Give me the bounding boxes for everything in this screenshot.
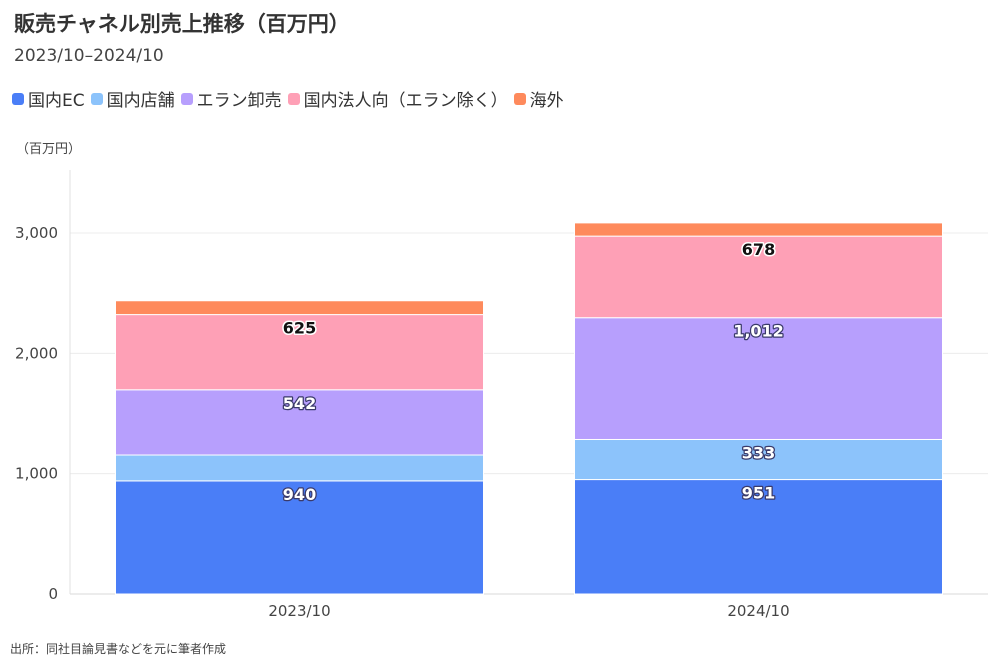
legend-label: 国内法人向（エラン除く） <box>303 91 508 111</box>
legend-swatch <box>180 92 193 105</box>
legend-swatch <box>513 92 526 105</box>
legend-item-domestic-ec: 国内EC <box>12 86 85 111</box>
data-label: 951 <box>742 484 775 503</box>
bar-segment <box>115 454 484 482</box>
y-tick-label: 1,000 <box>15 465 58 483</box>
legend-swatch <box>90 92 103 105</box>
bar-segment <box>115 480 484 595</box>
bar-segment <box>574 317 943 440</box>
legend-item-elan-wholesale: エラン卸売 <box>180 86 282 111</box>
legend-label: 国内店舗 <box>106 91 175 111</box>
legend-item-domestic-corporate: 国内法人向（エラン除く） <box>287 86 508 111</box>
legend-label: 海外 <box>529 91 564 111</box>
bar-segment <box>574 222 943 237</box>
data-label: 542 <box>283 394 316 413</box>
bar-segment <box>115 314 484 391</box>
chart-subtitle: 2023/10–2024/10 <box>14 46 164 66</box>
x-tick-label: 2024/10 <box>727 602 789 620</box>
data-label: 625 <box>283 319 316 338</box>
legend-label: エラン卸売 <box>196 91 282 111</box>
data-label: 678 <box>742 240 775 259</box>
bar-segment <box>115 300 484 316</box>
legend-label: 国内EC <box>28 91 85 111</box>
bar-segment <box>115 389 484 456</box>
chart-title: 販売チャネル別売上推移（百万円） <box>14 12 350 36</box>
data-label: 940 <box>283 485 316 504</box>
data-label: 1,012 <box>733 322 784 341</box>
legend: 国内EC 国内店舗 エラン卸売 国内法人向（エラン除く） 海外 <box>12 86 570 111</box>
data-label: 333 <box>742 443 775 462</box>
y-tick-label: 0 <box>48 585 58 603</box>
legend-item-overseas: 海外 <box>513 86 564 111</box>
source-note: 出所：同社目論見書などを元に筆者作成 <box>10 642 227 656</box>
y-axis-unit-label: （百万円） <box>16 142 82 157</box>
legend-swatch <box>12 92 24 105</box>
bar-segment <box>574 438 943 481</box>
x-tick-label: 2023/10 <box>268 602 330 620</box>
bar-segment <box>574 235 943 319</box>
legend-item-domestic-store: 国内店舗 <box>90 86 175 111</box>
y-tick-label: 3,000 <box>15 224 58 242</box>
y-tick-label: 2,000 <box>15 344 58 362</box>
legend-swatch <box>287 92 300 105</box>
